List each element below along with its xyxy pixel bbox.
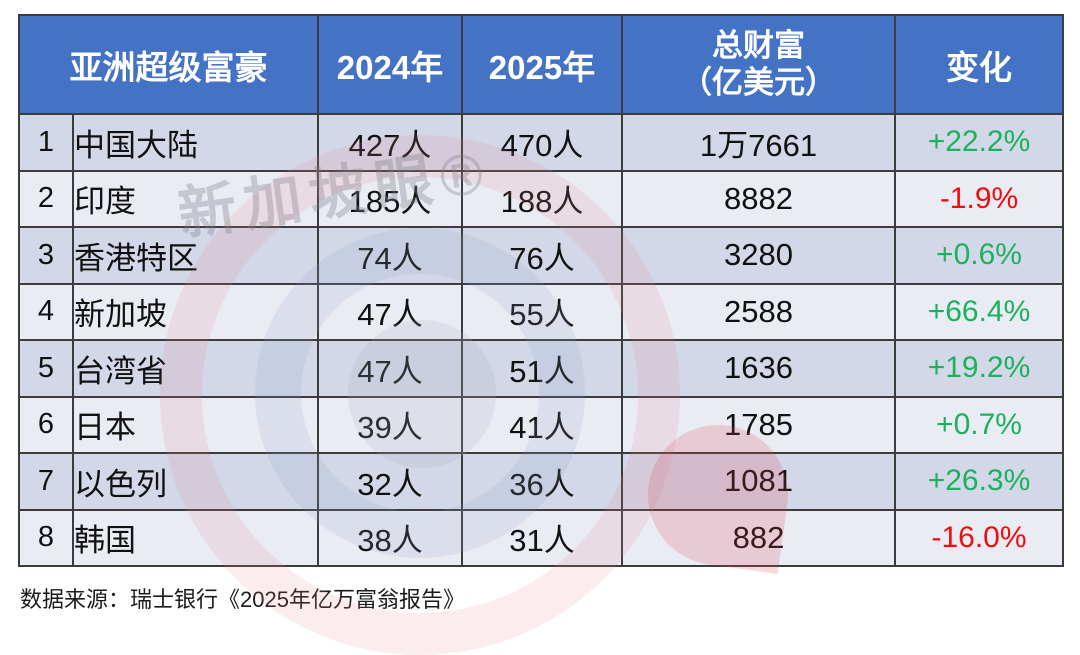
count-2025-cell: 41人 <box>461 395 623 454</box>
infographic-canvas: 亚洲超级富豪 2024年 2025年 总财富 （亿美元） 变化 1 中国大陆 4… <box>18 14 1064 655</box>
header-wealth-line1: 总财富 <box>712 27 805 63</box>
table-row: 8 韩国 38人 31人 882 -16.0% <box>18 508 1064 567</box>
change-cell: +26.3% <box>894 452 1064 511</box>
region-cell: 新加坡 <box>72 282 319 341</box>
region-cell: 台湾省 <box>72 339 319 398</box>
header-2024: 2024年 <box>317 14 463 115</box>
table-row: 7 以色列 32人 36人 1081 +26.3% <box>18 452 1064 511</box>
header-2025: 2025年 <box>461 14 623 115</box>
table-row: 6 日本 39人 41人 1785 +0.7% <box>18 395 1064 454</box>
table-row: 5 台湾省 47人 51人 1636 +19.2% <box>18 339 1064 398</box>
wealth-cell: 1081 <box>621 452 896 511</box>
region-cell: 香港特区 <box>72 226 319 285</box>
rank-cell: 4 <box>18 282 74 341</box>
table-row: 2 印度 185人 188人 8882 -1.9% <box>18 169 1064 228</box>
wealth-cell: 882 <box>621 508 896 567</box>
table-row: 4 新加坡 47人 55人 2588 +66.4% <box>18 282 1064 341</box>
wealth-cell: 8882 <box>621 169 896 228</box>
wealth-cell: 2588 <box>621 282 896 341</box>
change-cell: +0.6% <box>894 226 1064 285</box>
count-2024-cell: 185人 <box>317 169 463 228</box>
wealth-cell: 1785 <box>621 395 896 454</box>
rich-list-table: 亚洲超级富豪 2024年 2025年 总财富 （亿美元） 变化 1 中国大陆 4… <box>18 14 1064 567</box>
change-cell: +66.4% <box>894 282 1064 341</box>
region-cell: 韩国 <box>72 508 319 567</box>
table-row: 1 中国大陆 427人 470人 1万7661 +22.2% <box>18 113 1064 172</box>
count-2025-cell: 51人 <box>461 339 623 398</box>
count-2025-cell: 31人 <box>461 508 623 567</box>
count-2024-cell: 47人 <box>317 282 463 341</box>
rank-cell: 2 <box>18 169 74 228</box>
change-cell: -1.9% <box>894 169 1064 228</box>
table-body: 1 中国大陆 427人 470人 1万7661 +22.2% 2 印度 185人… <box>18 113 1064 567</box>
wealth-cell: 3280 <box>621 226 896 285</box>
count-2025-cell: 76人 <box>461 226 623 285</box>
count-2024-cell: 32人 <box>317 452 463 511</box>
header-wealth-line2: （亿美元） <box>681 64 836 100</box>
count-2025-cell: 188人 <box>461 169 623 228</box>
region-cell: 日本 <box>72 395 319 454</box>
count-2024-cell: 38人 <box>317 508 463 567</box>
region-cell: 以色列 <box>72 452 319 511</box>
change-cell: +19.2% <box>894 339 1064 398</box>
wealth-cell: 1万7661 <box>621 113 896 172</box>
change-cell: +0.7% <box>894 395 1064 454</box>
header-row: 亚洲超级富豪 2024年 2025年 总财富 （亿美元） 变化 <box>18 14 1064 115</box>
region-cell: 中国大陆 <box>72 113 319 172</box>
count-2025-cell: 55人 <box>461 282 623 341</box>
rank-cell: 5 <box>18 339 74 398</box>
rank-cell: 1 <box>18 113 74 172</box>
count-2024-cell: 39人 <box>317 395 463 454</box>
rank-cell: 8 <box>18 508 74 567</box>
count-2024-cell: 47人 <box>317 339 463 398</box>
header-total-wealth: 总财富 （亿美元） <box>621 14 896 115</box>
region-cell: 印度 <box>72 169 319 228</box>
data-source-note: 数据来源：瑞士银行《2025年亿万富翁报告》 <box>20 587 465 612</box>
table-header: 亚洲超级富豪 2024年 2025年 总财富 （亿美元） 变化 <box>18 14 1064 115</box>
rank-cell: 6 <box>18 395 74 454</box>
change-cell: +22.2% <box>894 113 1064 172</box>
table-row: 3 香港特区 74人 76人 3280 +0.6% <box>18 226 1064 285</box>
count-2025-cell: 470人 <box>461 113 623 172</box>
rank-cell: 7 <box>18 452 74 511</box>
change-cell: -16.0% <box>894 508 1064 567</box>
rank-cell: 3 <box>18 226 74 285</box>
count-2025-cell: 36人 <box>461 452 623 511</box>
count-2024-cell: 74人 <box>317 226 463 285</box>
count-2024-cell: 427人 <box>317 113 463 172</box>
header-title: 亚洲超级富豪 <box>18 14 319 115</box>
header-change: 变化 <box>894 14 1064 115</box>
wealth-cell: 1636 <box>621 339 896 398</box>
